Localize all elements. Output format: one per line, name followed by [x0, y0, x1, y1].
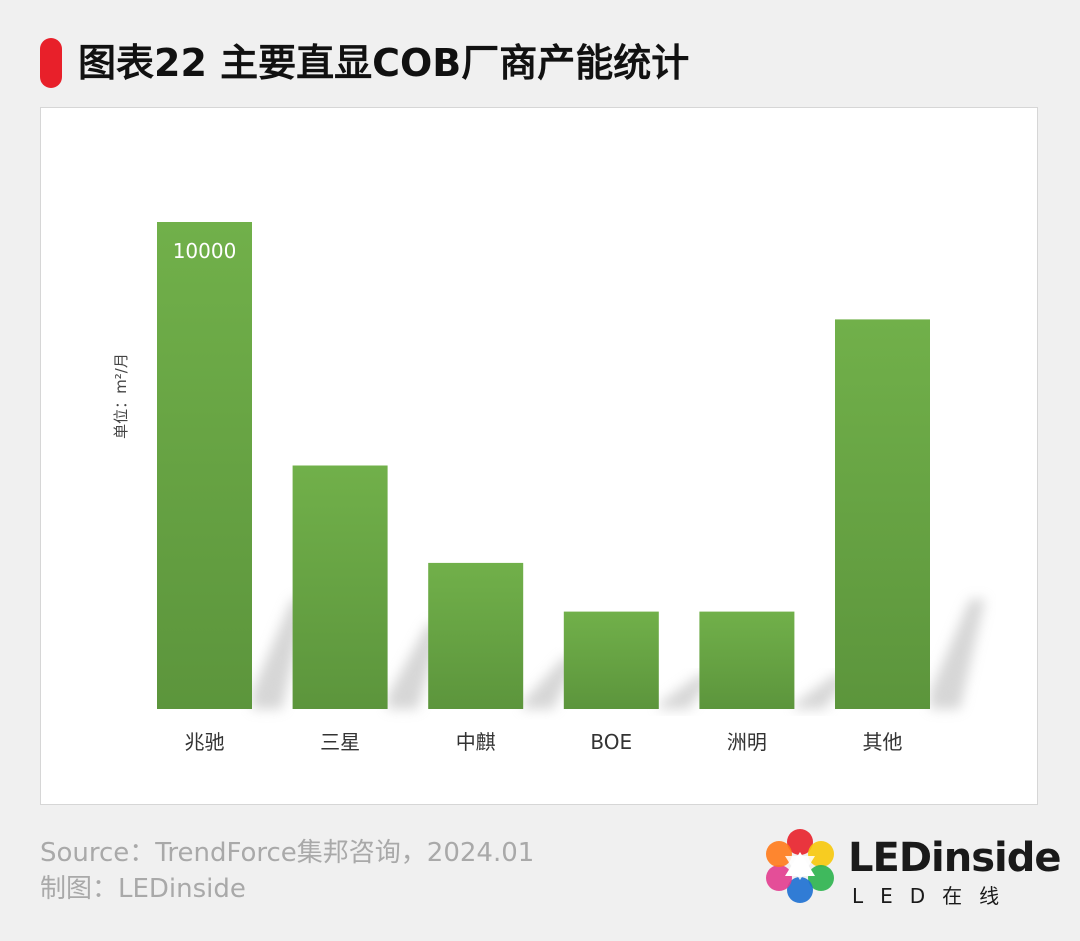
- title-accent-bar: [40, 38, 62, 88]
- x-tick-label: 兆驰: [185, 730, 225, 754]
- bar-三星: [292, 465, 388, 709]
- bar-其他: [835, 319, 930, 709]
- bar-BOE: [563, 611, 659, 709]
- y-axis-label: 单位：m²/月: [112, 353, 130, 439]
- bar-中麒: [428, 562, 524, 709]
- logo-subtitle: LED在线: [852, 884, 1017, 908]
- x-tick-label: 中麒: [456, 730, 496, 754]
- bar-兆驰: [157, 222, 252, 709]
- chart-title: 图表22 主要直显COB厂商产能统计: [78, 41, 690, 85]
- ledinside-logo-icon: [766, 829, 834, 903]
- bar-shadow: [930, 599, 985, 709]
- bar-chart: 兆驰 10000 三星 中麒 BOE 洲明 其他 单位：m²/月: [112, 222, 985, 754]
- source-note: Source：TrendForce集邦咨询，2024.01: [40, 838, 535, 868]
- x-tick-label: 洲明: [727, 730, 767, 754]
- x-tick-label: BOE: [590, 730, 632, 754]
- logo-name: LEDinside: [848, 835, 1061, 881]
- data-label: 10000: [173, 239, 237, 263]
- x-tick-label: 三星: [320, 730, 360, 754]
- x-tick-label: 其他: [863, 730, 903, 754]
- bar-洲明: [699, 611, 795, 709]
- maker-note: 制图：LEDinside: [40, 874, 246, 904]
